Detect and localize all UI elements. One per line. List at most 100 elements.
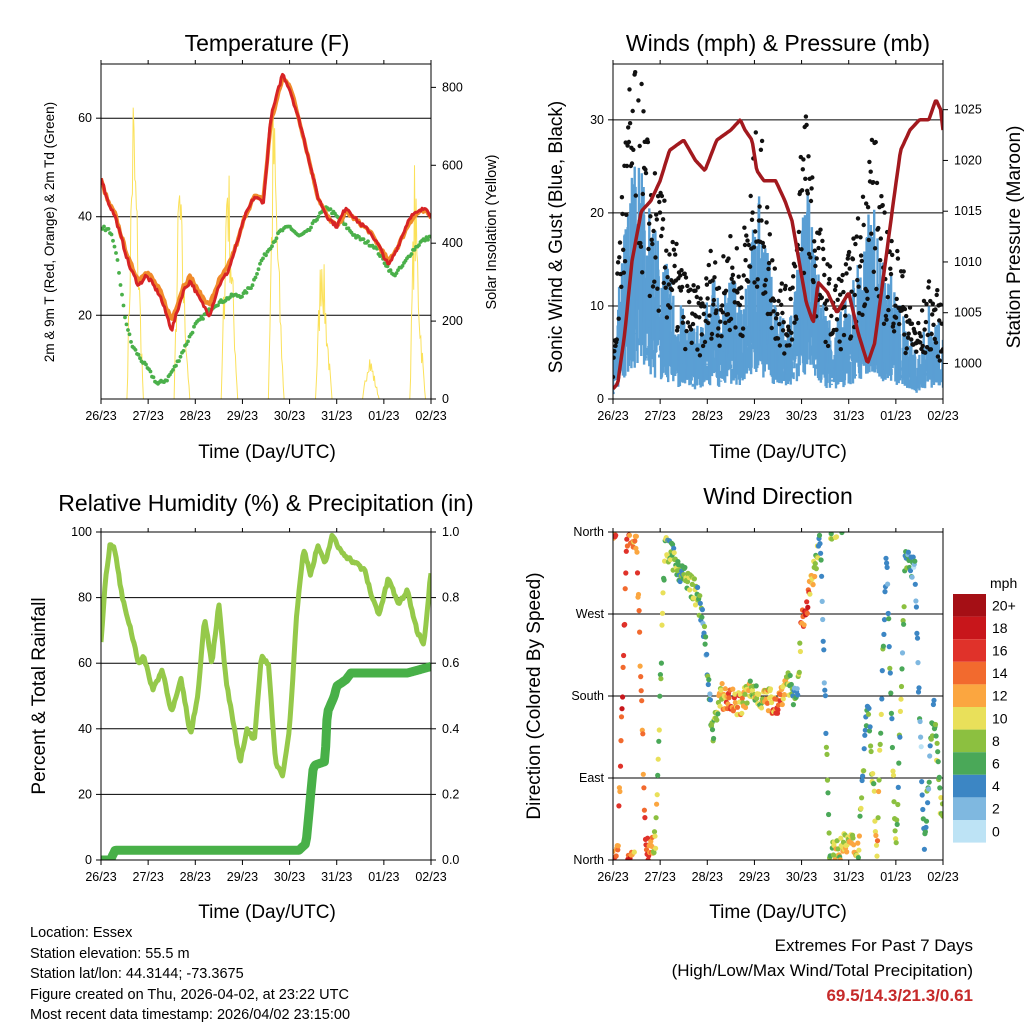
wind-direction-point xyxy=(641,785,647,791)
gust-point xyxy=(649,237,654,242)
wind-direction-point xyxy=(823,730,829,737)
wind-direction-point xyxy=(860,773,866,779)
gust-point xyxy=(868,169,873,174)
wind-direction-point xyxy=(895,801,901,808)
gust-point xyxy=(645,139,651,145)
gust-point xyxy=(864,201,869,206)
gust-point xyxy=(771,309,776,314)
wind-direction-point xyxy=(885,610,891,617)
gust-point xyxy=(845,256,850,261)
gust-point xyxy=(682,271,687,276)
gust-point xyxy=(742,225,747,230)
wind-direction-point xyxy=(899,666,905,672)
gust-point xyxy=(874,286,879,292)
gust-point xyxy=(770,258,775,263)
wind-direction-point xyxy=(921,846,928,852)
gust-point xyxy=(803,114,809,119)
wind-direction-title: Wind Direction xyxy=(703,483,853,509)
gust-point xyxy=(621,247,626,252)
winds-panel: Winds (mph) & Pressure (mb) 010203010001… xyxy=(546,30,1024,463)
temperature-ylabel-right: Solar Insolation (Yellow) xyxy=(484,154,500,309)
x-tick-label: 30/23 xyxy=(786,870,817,884)
gust-point xyxy=(763,277,769,283)
dewpoint-point xyxy=(190,330,195,335)
winds-ylabel-right: Station Pressure (Maroon) xyxy=(1004,126,1024,349)
gust-point xyxy=(937,358,942,363)
gust-point xyxy=(902,306,908,312)
gust-point xyxy=(893,303,898,308)
gust-point xyxy=(922,327,927,332)
wind-direction-point xyxy=(894,821,900,828)
wind-direction-point xyxy=(881,631,887,638)
colorbar-swatch xyxy=(953,639,986,662)
gust-point xyxy=(744,233,749,238)
wind-direction-point xyxy=(692,602,699,608)
wind-direction-point xyxy=(631,849,637,855)
wind-direction-point xyxy=(747,678,753,684)
gust-point xyxy=(626,139,632,145)
wind-direction-point xyxy=(764,700,771,706)
gust-point xyxy=(820,246,826,252)
wind-direction-point xyxy=(796,669,802,676)
gust-point xyxy=(688,327,694,332)
wind-direction-point xyxy=(732,700,739,706)
humidity-panel: Relative Humidity (%) & Precipitation (i… xyxy=(29,490,474,923)
dewpoint-point xyxy=(216,303,220,308)
gust-point xyxy=(933,340,939,345)
wind-direction-point xyxy=(837,857,843,860)
gust-point xyxy=(655,286,660,291)
wind-direction-point xyxy=(707,697,714,703)
gust-point xyxy=(667,252,672,257)
dewpoint-point xyxy=(256,267,261,272)
gust-point xyxy=(614,337,619,342)
wind-direction-point xyxy=(726,695,732,701)
wind-direction-panel: Wind Direction NorthEastSouthWestNorth26… xyxy=(524,483,1017,923)
gust-point xyxy=(933,307,938,312)
gust-point xyxy=(914,349,919,354)
gust-point xyxy=(929,331,934,337)
y-tick-label: 10 xyxy=(590,299,604,313)
gust-point xyxy=(776,298,781,304)
gust-point xyxy=(832,287,838,293)
dewpoint-point xyxy=(115,258,120,262)
wind-direction-point xyxy=(655,772,661,779)
gust-point xyxy=(639,81,644,87)
y-tick-label: North xyxy=(573,525,604,539)
dewpoint-point xyxy=(171,368,175,372)
gust-point xyxy=(822,272,827,278)
wind-direction-point xyxy=(828,532,834,537)
wind-direction-point xyxy=(715,711,721,717)
x-tick-label: 02/23 xyxy=(927,870,958,884)
dewpoint-point xyxy=(255,272,259,276)
wind-direction-point xyxy=(819,573,825,579)
gust-point xyxy=(704,276,709,281)
gust-point xyxy=(777,321,782,327)
gust-point xyxy=(747,264,753,269)
wind-direction-point xyxy=(613,853,619,859)
gust-point xyxy=(742,242,748,248)
x-tick-label: 29/23 xyxy=(227,409,258,423)
dewpoint-point xyxy=(123,315,127,320)
gust-point xyxy=(792,264,798,269)
9m-temperature-line xyxy=(101,76,431,321)
y-tick-label: 20 xyxy=(590,206,604,220)
gust-point xyxy=(624,212,629,217)
wind-direction-point xyxy=(870,771,876,777)
wind-direction-point xyxy=(884,564,890,571)
station-info: Location: Essex Station elevation: 55.5 … xyxy=(30,923,350,1026)
x-tick-label: 01/23 xyxy=(368,870,399,884)
wind-direction-point xyxy=(787,672,793,679)
gust-point xyxy=(816,245,821,251)
wind-direction-point xyxy=(835,846,841,852)
x-tick-label: 27/23 xyxy=(133,409,164,423)
wind-direction-point xyxy=(888,710,895,717)
wind-direction-point xyxy=(805,604,811,611)
dewpoint-point xyxy=(264,253,268,258)
wind-direction-point xyxy=(645,835,651,841)
gust-point xyxy=(812,248,817,253)
gust-point xyxy=(730,265,735,270)
gust-point xyxy=(693,288,698,293)
gust-point xyxy=(912,330,918,336)
gust-point xyxy=(902,332,907,337)
gust-point xyxy=(824,298,830,303)
